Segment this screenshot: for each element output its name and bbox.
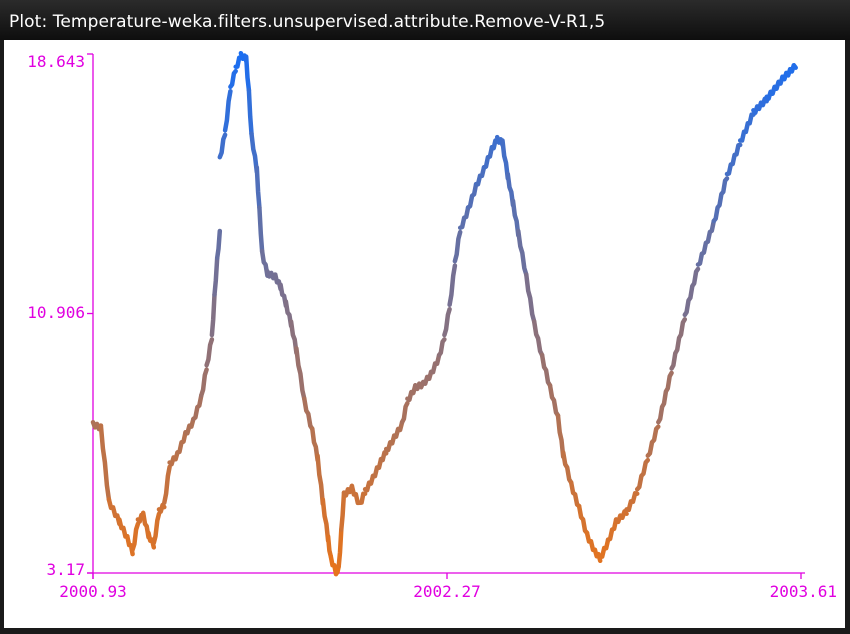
- series-line: [436, 337, 447, 358]
- x-tick-label: 2003.61: [770, 582, 837, 601]
- series-line: [383, 433, 397, 453]
- series-line: [257, 205, 265, 254]
- series-line: [162, 464, 172, 505]
- series-line: [399, 400, 410, 425]
- series-line: [243, 54, 252, 93]
- window-title: Plot: Temperature-weka.filters.unsupervi…: [9, 12, 606, 32]
- series-line: [249, 131, 260, 174]
- series-line: [695, 218, 717, 267]
- series-line: [780, 62, 798, 82]
- series-line: [339, 490, 347, 532]
- series-line: [737, 112, 756, 143]
- series-line: [217, 132, 228, 160]
- series-line: [682, 266, 701, 318]
- series-line: [191, 393, 204, 422]
- series-line: [568, 480, 582, 509]
- tick-labels: 18.643 10.906 3.17 2000.93 2002.27 2003.61: [27, 52, 837, 601]
- series-line: [370, 456, 384, 479]
- series-line: [555, 413, 566, 460]
- series-line: [524, 272, 537, 324]
- series-line: [624, 491, 640, 513]
- series-line: [209, 292, 217, 338]
- series-line: [584, 530, 598, 553]
- series-line: [505, 171, 516, 208]
- series-line: [315, 453, 326, 507]
- series-line: [576, 503, 590, 536]
- series-line: [362, 473, 376, 493]
- series-line: [212, 255, 220, 297]
- axes: [87, 53, 805, 579]
- x-tick-label: 2002.27: [413, 582, 480, 601]
- series-line: [222, 88, 233, 133]
- series-line: [613, 509, 629, 525]
- series-line: [465, 181, 479, 210]
- series-line: [175, 430, 188, 455]
- series-line: [420, 369, 434, 387]
- series-line: [325, 534, 334, 559]
- series-line: [106, 497, 122, 527]
- series-line: [500, 138, 511, 181]
- series-line: [413, 379, 426, 392]
- series-line: [442, 306, 452, 338]
- series-line: [117, 517, 130, 539]
- series-line: [405, 383, 418, 403]
- y-tick-label: 18.643: [27, 52, 85, 71]
- series-line: [656, 370, 674, 425]
- series-line: [302, 396, 315, 432]
- plot-panel: 18.643 10.906 3.17 2000.93 2002.27 2003.61: [4, 40, 845, 628]
- series-line: [199, 367, 209, 398]
- series-segment: [90, 228, 223, 557]
- series-line: [560, 450, 574, 485]
- series-line: [246, 87, 254, 136]
- series-line: [288, 319, 299, 356]
- y-tick-label: 10.906: [27, 303, 85, 322]
- series-line: [156, 502, 167, 514]
- series-line: [531, 319, 545, 358]
- series-line: [751, 96, 769, 115]
- series-line: [320, 497, 331, 543]
- series-line: [310, 426, 320, 463]
- title-bar[interactable]: Plot: Temperature-weka.filters.unsupervi…: [0, 0, 850, 40]
- series-line: [645, 424, 661, 458]
- line-chart: 18.643 10.906 3.17 2000.93 2002.27 2003.61: [27, 50, 837, 601]
- series-line: [473, 165, 487, 187]
- series-line: [378, 450, 389, 463]
- series-line: [764, 74, 785, 101]
- series-line: [294, 346, 307, 401]
- series-line: [669, 317, 688, 371]
- series-line: [214, 228, 223, 261]
- series-line: [634, 457, 651, 492]
- series-line: [457, 205, 471, 230]
- y-tick-label: 3.17: [46, 560, 85, 579]
- series-line: [228, 68, 238, 90]
- series-line: [539, 352, 553, 388]
- series-line: [357, 491, 368, 505]
- series-line: [452, 229, 463, 264]
- series-line: [724, 142, 743, 177]
- x-tick-label: 2000.93: [59, 582, 126, 601]
- series-line: [204, 337, 215, 368]
- series-line: [183, 416, 196, 436]
- series-line: [605, 517, 619, 542]
- series-line: [510, 198, 521, 238]
- series-line: [597, 537, 611, 559]
- series-line: [233, 55, 244, 69]
- temperature-series: [90, 50, 798, 577]
- series-line: [516, 228, 529, 277]
- series-line: [428, 352, 442, 375]
- series-line: [391, 419, 405, 439]
- series-line: [167, 450, 180, 467]
- series-line: [130, 521, 141, 552]
- series-line: [711, 176, 730, 224]
- series-segment: [217, 50, 798, 577]
- series-line: [447, 263, 458, 308]
- series-line: [349, 483, 363, 506]
- series-line: [98, 423, 112, 502]
- series-line: [151, 511, 162, 546]
- series-line: [336, 527, 344, 569]
- series-line: [481, 144, 495, 170]
- series-line: [547, 383, 561, 418]
- series-line: [254, 165, 262, 210]
